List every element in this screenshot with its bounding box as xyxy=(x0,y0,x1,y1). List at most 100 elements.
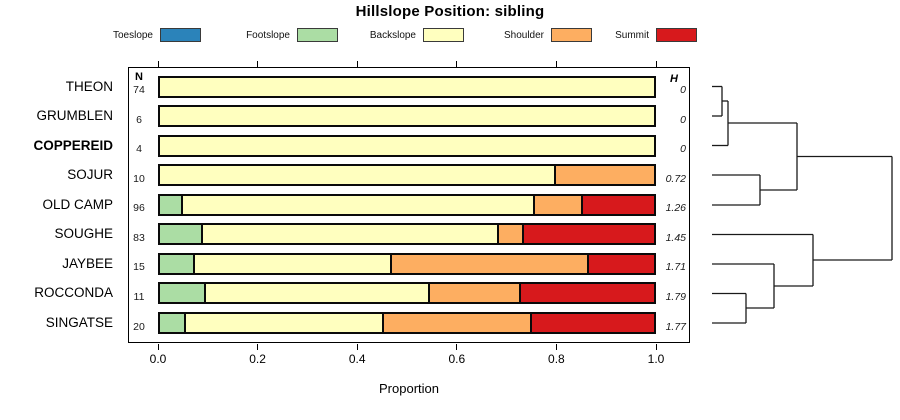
bar-segment-shoulder xyxy=(496,225,523,244)
n-value: 4 xyxy=(136,143,142,156)
bar-segment-summit xyxy=(522,225,654,244)
axis-tick-top xyxy=(257,61,259,67)
h-value: 1.45 xyxy=(665,231,686,244)
legend-swatch-toeslope xyxy=(160,28,201,42)
axis-tick-label: 1.0 xyxy=(647,352,665,366)
row-label-jaybee: JAYBEE xyxy=(62,255,113,271)
row-label-sojur: SOJUR xyxy=(67,167,113,183)
bar-segment-footslope xyxy=(160,254,193,273)
n-value: 74 xyxy=(133,84,145,96)
n-value: 6 xyxy=(136,113,142,126)
bar-segment-summit xyxy=(519,284,654,303)
axis-tick-bottom xyxy=(257,344,259,350)
n-value: 10 xyxy=(133,172,145,185)
bar-segment-backslope xyxy=(160,136,654,155)
bar-segment-shoulder xyxy=(389,254,588,273)
n-value: 11 xyxy=(133,290,145,303)
row-label-coppereid: COPPEREID xyxy=(33,137,113,153)
h-value: 0 xyxy=(680,84,686,96)
bar-segment-backslope xyxy=(160,107,654,126)
n-value: 15 xyxy=(133,261,145,274)
legend-label: Toeslope xyxy=(112,29,153,41)
axis-tick-top xyxy=(456,61,458,67)
bar-segment-footslope xyxy=(160,225,201,244)
legend-label: Shoulder xyxy=(503,29,544,41)
axis-tick-top xyxy=(655,61,657,67)
bar-segment-backslope xyxy=(160,166,554,185)
stacked-bar-jaybee xyxy=(158,252,656,275)
bar-segment-summit xyxy=(530,314,655,332)
bar-segment-shoulder xyxy=(533,195,582,214)
bar-segment-backslope xyxy=(200,225,497,244)
bar-segment-backslope xyxy=(184,314,382,332)
legend-entry-backslope: Backslope xyxy=(370,26,464,44)
legend-entry-summit: Summit xyxy=(615,26,697,44)
bar-segment-backslope xyxy=(204,284,429,303)
axis-tick-bottom xyxy=(555,344,557,350)
axis-tick-label: 0.0 xyxy=(149,352,167,366)
n-value: 83 xyxy=(133,231,145,244)
row-label-rocconda: ROCCONDA xyxy=(34,285,113,301)
bar-segment-footslope xyxy=(160,284,205,303)
legend-label: Footslope xyxy=(246,29,290,41)
bar-segment-summit xyxy=(581,195,654,214)
legend-entry-toeslope: Toeslope xyxy=(113,26,201,44)
axis-tick-label: 0.2 xyxy=(249,352,266,366)
legend-label: Backslope xyxy=(369,29,416,41)
x-axis-label: Proportion xyxy=(379,381,439,396)
h-value: 1.77 xyxy=(665,320,686,333)
h-value: 1.26 xyxy=(665,202,686,215)
bar-segment-shoulder xyxy=(428,284,520,303)
n-column-header: N xyxy=(135,71,143,83)
axis-tick-top xyxy=(555,61,557,67)
stacked-bar-singatse xyxy=(158,312,656,334)
row-label-old-camp: OLD CAMP xyxy=(42,196,113,212)
h-value: 0 xyxy=(680,113,686,126)
stacked-bar-rocconda xyxy=(158,282,656,305)
axis-tick-bottom xyxy=(157,344,159,350)
bar-segment-backslope xyxy=(192,254,390,273)
axis-tick-bottom xyxy=(456,344,458,350)
row-label-singatse: SINGATSE xyxy=(45,315,113,330)
legend-swatch-footslope xyxy=(297,28,338,42)
stacked-bar-soughe xyxy=(158,223,656,246)
stacked-bar-theon xyxy=(158,75,656,98)
axis-tick-bottom xyxy=(356,344,358,350)
row-label-soughe: SOUGHE xyxy=(54,226,113,242)
legend: Toeslope Footslope Backslope Shoulder Summit xyxy=(0,0,900,50)
legend-entry-footslope: Footslope xyxy=(246,26,338,44)
stacked-bar-sojur xyxy=(158,164,656,187)
bar-segment-footslope xyxy=(160,195,181,214)
axis-tick-bottom xyxy=(655,344,657,350)
row-label-theon: THEON xyxy=(65,78,113,94)
legend-swatch-summit xyxy=(656,28,697,42)
h-value: 1.71 xyxy=(665,261,686,274)
bar-segment-summit xyxy=(587,254,655,273)
bar-segment-shoulder xyxy=(553,166,654,185)
axis-tick-top xyxy=(356,61,358,67)
axis-tick-label: 0.6 xyxy=(448,352,466,366)
legend-label: Summit xyxy=(615,29,649,41)
h-value: 0 xyxy=(680,143,686,156)
legend-entry-shoulder: Shoulder xyxy=(504,26,592,44)
legend-swatch-backslope xyxy=(423,28,464,42)
row-label-grumblen: GRUMBLEN xyxy=(36,108,113,124)
h-column-header: H xyxy=(670,73,678,85)
axis-tick-label: 0.4 xyxy=(348,352,366,366)
n-value: 96 xyxy=(133,202,145,215)
stacked-bar-grumblen xyxy=(158,105,656,128)
plot-panel xyxy=(128,67,690,343)
bar-segment-backslope xyxy=(180,195,534,214)
bar-segment-footslope xyxy=(160,314,185,332)
chart-title: Hillslope Position: sibling xyxy=(355,3,545,20)
axis-tick-label: 0.8 xyxy=(548,352,565,366)
h-value: 1.79 xyxy=(665,290,686,303)
n-value: 20 xyxy=(133,320,145,333)
h-value: 0.72 xyxy=(665,172,686,185)
legend-swatch-shoulder xyxy=(551,28,592,42)
axis-tick-top xyxy=(157,61,159,67)
bar-segment-shoulder xyxy=(381,314,531,332)
stacked-bar-old-camp xyxy=(158,193,656,216)
bar-segment-backslope xyxy=(160,77,654,96)
